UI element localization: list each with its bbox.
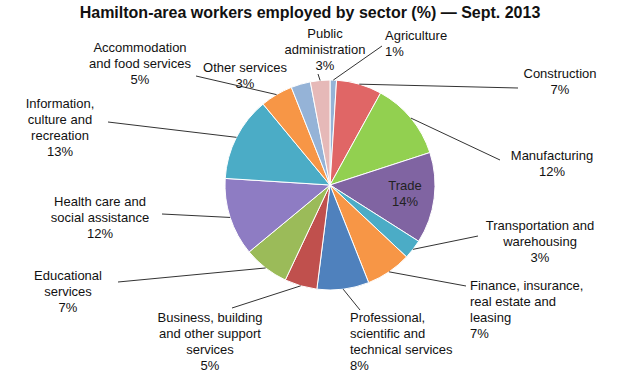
svg-text:Finance, insurance,real estate: Finance, insurance,real estate andleasin…	[470, 278, 583, 341]
svg-text:Transportation andwarehousing3: Transportation andwarehousing3%	[486, 218, 595, 265]
svg-text:Other services3%: Other services3%	[203, 60, 287, 91]
svg-text:Publicadministration3%: Publicadministration3%	[285, 26, 366, 73]
svg-text:Educationalservices7%: Educationalservices7%	[34, 268, 102, 315]
svg-text:Agriculture1%: Agriculture1%	[385, 28, 447, 59]
svg-text:Health care andsocial assistan: Health care andsocial assistance12%	[51, 194, 149, 241]
svg-text:Business, buildingand other su: Business, buildingand other supportservi…	[158, 310, 263, 373]
svg-text:Information,culture andrecreat: Information,culture andrecreation13%	[26, 96, 95, 159]
svg-text:Accommodationand food services: Accommodationand food services5%	[89, 40, 191, 87]
svg-text:Professional,scientific andtec: Professional,scientific andtechnical ser…	[350, 310, 453, 373]
svg-text:Construction7%: Construction7%	[524, 66, 597, 97]
svg-text:Manufacturing12%: Manufacturing12%	[511, 148, 593, 179]
html-text:Hamilton-area workers employed: Hamilton-area workers employed by sector…	[79, 4, 541, 21]
svg-text:Trade14%: Trade14%	[388, 178, 421, 209]
